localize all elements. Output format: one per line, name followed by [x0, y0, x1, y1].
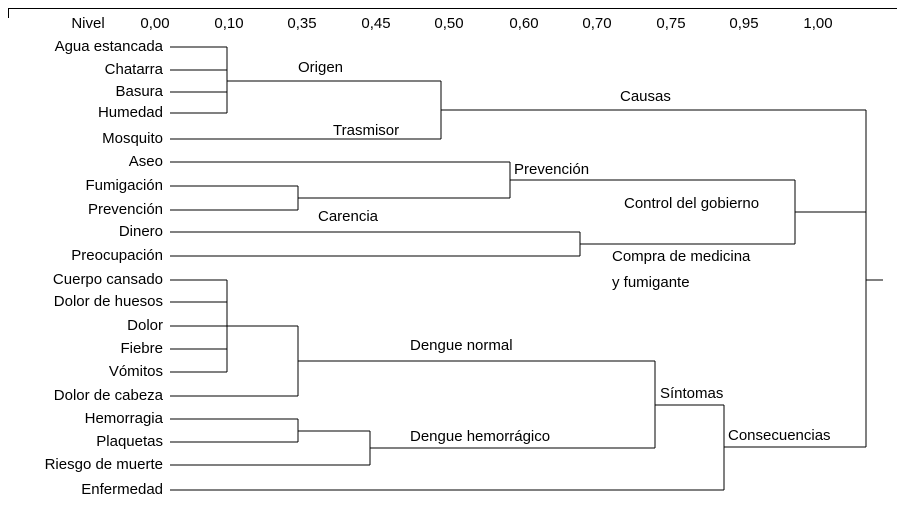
axis-label: 0,45 [361, 15, 390, 32]
leaf-label: Aseo [129, 153, 163, 170]
axis-label: 0,75 [656, 15, 685, 32]
cluster-label: Dengue hemorrágico [410, 428, 550, 445]
axis-label: 0,35 [287, 15, 316, 32]
cluster-label: y fumigante [612, 274, 690, 291]
leaf-label: Dinero [119, 223, 163, 240]
leaf-label: Vómitos [109, 363, 163, 380]
axis-label: 0,00 [140, 15, 169, 32]
axis-title: Nivel [71, 15, 104, 32]
leaf-label: Fumigación [85, 177, 163, 194]
leaf-label: Fiebre [120, 340, 163, 357]
cluster-label: Consecuencias [728, 427, 831, 444]
frame [8, 8, 897, 18]
leaf-label: Dolor [127, 317, 163, 334]
leaf-label: Basura [115, 83, 163, 100]
cluster-label: Síntomas [660, 385, 723, 402]
leaf-label: Prevención [88, 201, 163, 218]
cluster-label: Causas [620, 88, 671, 105]
leaf-label: Humedad [98, 104, 163, 121]
leaf-label: Preocupación [71, 247, 163, 264]
cluster-label: Control del gobierno [624, 195, 759, 212]
leaf-label: Dolor de huesos [54, 293, 163, 310]
axis-label: 0,95 [729, 15, 758, 32]
cluster-label: Trasmisor [333, 122, 399, 139]
branches [170, 46, 883, 491]
leaf-label: Riesgo de muerte [45, 456, 163, 473]
cluster-label: Origen [298, 59, 343, 76]
leaf-label: Cuerpo cansado [53, 271, 163, 288]
leaf-label: Agua estancada [55, 38, 164, 55]
axis-label: 0,10 [214, 15, 243, 32]
leaf-label: Enfermedad [81, 481, 163, 498]
axis-label: 0,70 [582, 15, 611, 32]
axis-label: 0,60 [509, 15, 538, 32]
leaf-label: Plaquetas [96, 433, 163, 450]
cluster-label: Prevención [514, 161, 589, 178]
leaf-label: Dolor de cabeza [54, 387, 164, 404]
axis-label: 1,00 [803, 15, 832, 32]
tree-lines [8, 8, 897, 491]
leaf-label: Hemorragia [85, 410, 164, 427]
cluster-label: Carencia [318, 208, 379, 225]
leaf-label: Mosquito [102, 130, 163, 147]
cluster-label: Dengue normal [410, 337, 513, 354]
leaf-label: Chatarra [105, 61, 164, 78]
axis-label: 0,50 [434, 15, 463, 32]
cluster-label: Compra de medicina [612, 248, 751, 265]
